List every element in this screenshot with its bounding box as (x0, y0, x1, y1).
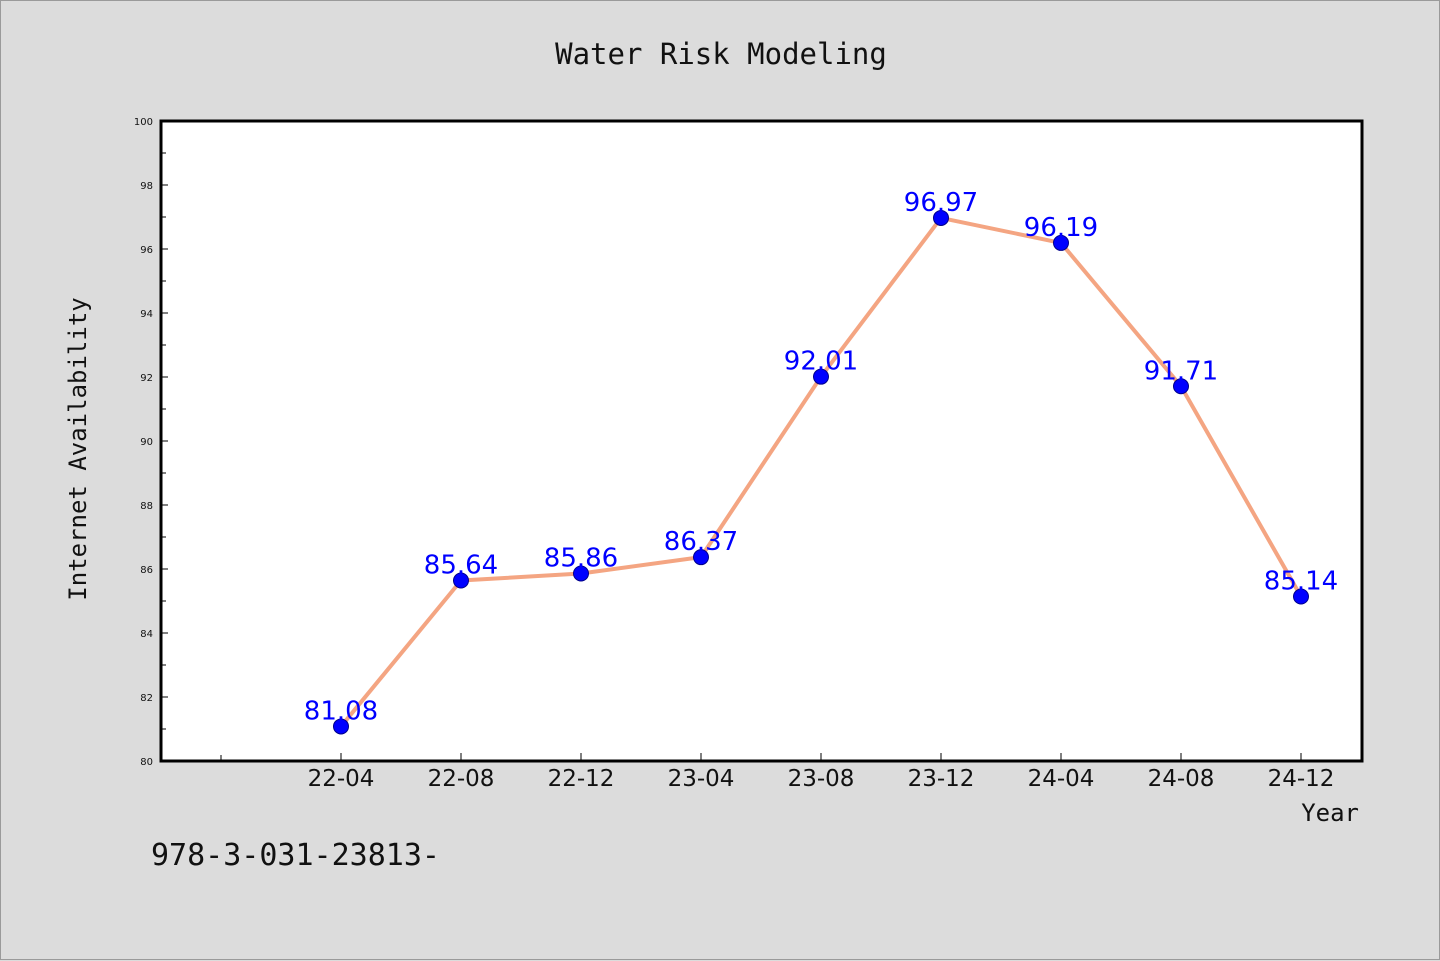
x-tick-label: 24-12 (1268, 766, 1335, 792)
chart-title: Water Risk Modeling (555, 37, 887, 71)
y-tick-label: 82 (140, 693, 153, 704)
data-point (1053, 234, 1069, 251)
data-label: 92.01 (784, 347, 858, 377)
data-point (453, 572, 469, 589)
x-tick-label: 22-12 (548, 766, 615, 792)
data-label: 96.19 (1024, 213, 1098, 243)
data-point (813, 368, 829, 385)
y-tick-label: 90 (140, 437, 153, 448)
y-axis-title: Internet Availability (64, 297, 92, 600)
y-tick-label: 94 (140, 309, 153, 320)
y-tick-label: 98 (140, 181, 153, 192)
data-label: 86.37 (664, 527, 738, 557)
x-axis-title: Year (1301, 799, 1359, 827)
y-tick-label: 86 (140, 565, 153, 576)
x-tick-label: 22-08 (428, 766, 495, 792)
data-label: 81.08 (304, 696, 378, 726)
data-label: 85.64 (424, 551, 498, 581)
y-tick-label: 100 (134, 117, 153, 128)
y-tick-label: 88 (140, 501, 153, 512)
y-tick-label: 84 (140, 629, 153, 640)
x-tick-label: 23-08 (788, 766, 855, 792)
data-label: 85.86 (544, 543, 618, 573)
data-point (1173, 378, 1189, 395)
data-point (333, 718, 349, 735)
data-point (1293, 588, 1309, 605)
y-axis: 80 82 84 86 88 90 92 94 96 98 100 (134, 117, 168, 768)
y-tick-label: 80 (140, 757, 153, 768)
data-point (573, 565, 589, 582)
y-tick-label: 92 (140, 373, 153, 384)
x-tick-label: 23-12 (908, 766, 975, 792)
data-labels-layer: 81.08 85.64 85.86 86.37 92.01 96.97 96.19 91.71… (304, 188, 1338, 726)
x-tick-label: 24-08 (1148, 766, 1215, 792)
data-point (693, 549, 709, 566)
x-tick-label: 22-04 (308, 766, 375, 792)
series-layer (333, 209, 1309, 735)
plot-area (159, 119, 1364, 763)
y-tick-label: 96 (140, 245, 153, 256)
x-tick-label: 24-04 (1028, 766, 1095, 792)
data-label: 91.71 (1144, 356, 1218, 386)
x-tick-label: 23-04 (668, 766, 735, 792)
footer-id-text: 978-3-031-23813- (151, 838, 440, 873)
x-axis: 22-04 22-08 22-12 23-04 23-08 23-12 24-04 24-08… (220, 753, 1335, 792)
data-label: 96.97 (904, 188, 978, 218)
data-point (933, 209, 949, 226)
data-label: 85.14 (1264, 567, 1338, 597)
